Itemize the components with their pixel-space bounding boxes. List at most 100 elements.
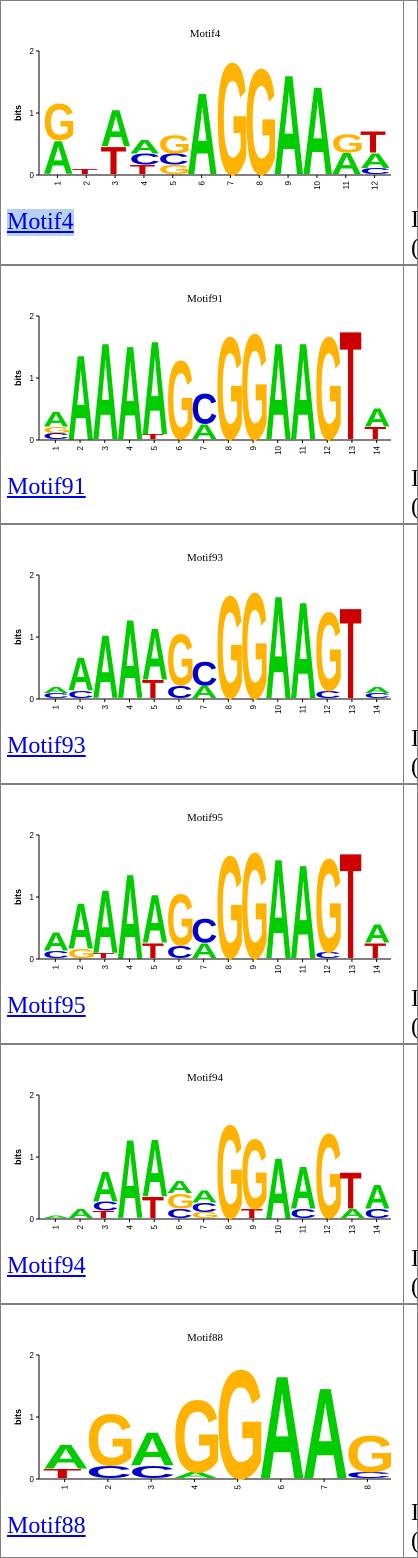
- logo-letter-a: A: [68, 892, 94, 964]
- x-tick-label: 3: [111, 180, 120, 185]
- x-tick-label: 13: [348, 1224, 357, 1233]
- x-tick-label: 6: [175, 704, 184, 709]
- x-tick-label: 10: [274, 964, 283, 973]
- logo-letter-g: G: [216, 1339, 265, 1501]
- logo-letter-a: A: [290, 1154, 316, 1222]
- logo-letter-c: C: [364, 692, 390, 700]
- y-tick-label: 2: [30, 831, 35, 840]
- y-tick-label: 1: [30, 633, 35, 642]
- logo-letter-g: G: [158, 162, 191, 176]
- x-tick-label: 14: [373, 704, 382, 713]
- y-tick-label: 1: [30, 109, 35, 118]
- logo-letter-g: G: [346, 1426, 395, 1483]
- motif-link-motif4[interactable]: Motif4: [7, 209, 74, 236]
- x-tick-label: 12: [371, 180, 380, 189]
- x-tick-label: 10: [313, 180, 322, 189]
- logo-letter-a: A: [274, 47, 304, 197]
- logo-letter-a: A: [303, 61, 333, 197]
- logo-letter-g: G: [331, 129, 364, 158]
- logo-letter-g: G: [315, 830, 343, 980]
- logo-letter-c: C: [191, 1200, 217, 1215]
- logo-letter-a: A: [191, 420, 217, 444]
- logo-letter-a: A: [117, 1117, 143, 1241]
- x-tick-label: 10: [274, 1224, 283, 1233]
- x-tick-label: 13: [348, 704, 357, 713]
- x-tick-label: 10: [274, 704, 283, 713]
- x-tick-label: 2: [76, 964, 85, 969]
- logo-letter-t: T: [364, 423, 386, 442]
- logo-letter-a: A: [265, 565, 291, 721]
- logo-letter-a: A: [142, 880, 168, 958]
- x-tick-label: 11: [299, 964, 308, 973]
- y-tick-label: 0: [30, 695, 35, 704]
- y-axis-label: bits: [13, 1149, 23, 1165]
- logo-letter-g: G: [167, 338, 195, 462]
- logo-letter-a: A: [43, 685, 69, 695]
- x-tick-label: 3: [101, 1224, 110, 1229]
- y-tick-label: 1: [30, 1413, 35, 1422]
- x-tick-label: 6: [198, 180, 207, 185]
- x-tick-label: 6: [175, 964, 184, 969]
- motif-link-motif94[interactable]: Motif94: [7, 1253, 86, 1279]
- clipped-text: I: [411, 987, 417, 1011]
- logo-letter-c: C: [364, 1206, 390, 1221]
- x-tick-label: 5: [150, 964, 159, 969]
- x-tick-label: 3: [147, 1484, 156, 1489]
- x-tick-label: 1: [51, 1224, 60, 1229]
- x-tick-label: 12: [323, 1224, 332, 1233]
- logo-letter-a: A: [43, 928, 69, 957]
- x-tick-label: 6: [277, 1484, 286, 1489]
- logo-letter-g: G: [216, 306, 244, 462]
- logo-letter-g: G: [43, 425, 71, 435]
- logo-letter-c: C: [315, 950, 341, 960]
- x-tick-label: 7: [320, 1484, 329, 1489]
- logo-letter-c: C: [167, 942, 193, 961]
- x-tick-label: 14: [373, 1224, 382, 1233]
- y-axis-label: bits: [13, 629, 23, 645]
- x-tick-label: 13: [348, 445, 357, 454]
- logo-letter-t: T: [360, 125, 386, 159]
- logo-letter-a: A: [68, 1206, 94, 1221]
- logo-letter-g: G: [241, 823, 269, 981]
- x-tick-label: 5: [234, 1484, 243, 1489]
- x-tick-label: 11: [299, 445, 308, 454]
- logo-letter-a: A: [187, 69, 217, 197]
- y-tick-label: 2: [30, 1091, 35, 1100]
- logo-letter-g: G: [216, 825, 244, 981]
- logo-letter-a: A: [265, 1140, 291, 1236]
- logo-letter-t: T: [142, 939, 164, 963]
- table-row: Motif91 bits 0 1 2 C G A 1 A 2 A 3 A 4 T A 5 G 6 A C 7 G 8 G 9 A 10 A…: [0, 265, 418, 524]
- clipped-text: (: [411, 755, 417, 779]
- logo-letter-a: A: [142, 1124, 168, 1215]
- logo-letter-c: C: [43, 949, 69, 961]
- logo-letter-c: C: [167, 682, 193, 701]
- x-tick-label: 12: [323, 704, 332, 713]
- logo-letter-a: A: [101, 99, 131, 157]
- logo-letter-a: A: [191, 682, 217, 701]
- motif-link-motif88[interactable]: Motif88: [7, 1513, 86, 1539]
- logo-letter-t: T: [101, 139, 127, 183]
- logo-letter-c: C: [191, 386, 217, 434]
- logo-letter-g: G: [241, 563, 269, 721]
- x-tick-label: 6: [175, 1224, 184, 1229]
- logo-title: Motif88: [187, 1332, 224, 1344]
- logo-title: Motif91: [187, 293, 223, 305]
- x-tick-label: 9: [284, 180, 293, 185]
- logo-letter-c: C: [167, 1206, 193, 1221]
- logo-letter-g: G: [315, 590, 343, 715]
- motif-link-motif91[interactable]: Motif91: [7, 474, 86, 500]
- motif-link-motif93[interactable]: Motif93: [7, 733, 86, 759]
- logo-letter-a: A: [117, 318, 143, 462]
- motif-link-motif95[interactable]: Motif95: [7, 993, 86, 1019]
- y-axis-label: bits: [13, 105, 23, 121]
- logo-letter-c: C: [346, 1470, 392, 1480]
- logo-letter-a: A: [360, 149, 390, 173]
- x-tick-label: 13: [348, 964, 357, 973]
- clipped-text: (: [411, 1275, 417, 1299]
- logo-letter-c: C: [191, 655, 217, 693]
- logo-letter-c: C: [130, 151, 161, 169]
- logo-letter-a: A: [290, 575, 316, 721]
- x-tick-label: 12: [323, 964, 332, 973]
- y-axis-label: bits: [13, 1409, 23, 1425]
- x-tick-label: 5: [150, 704, 159, 709]
